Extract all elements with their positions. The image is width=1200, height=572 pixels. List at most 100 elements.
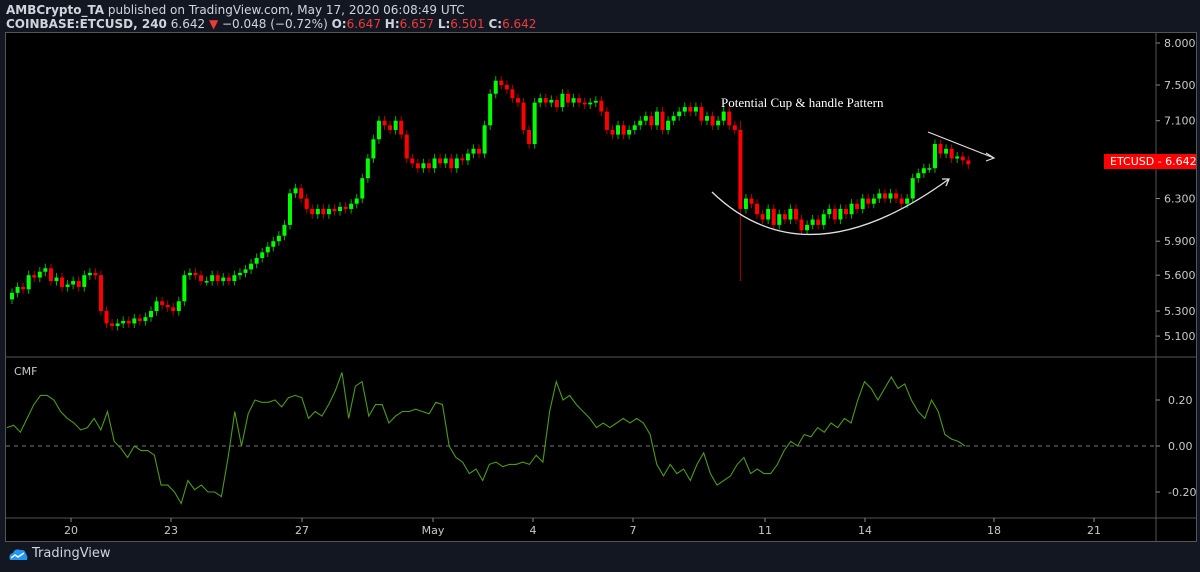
candle bbox=[560, 89, 565, 112]
candle-body bbox=[727, 111, 732, 126]
price-axis[interactable]: 8.000 7.500 7.100 6.300 5.900 5.600 5.300 5.100 bbox=[1156, 37, 1196, 343]
candle-body bbox=[288, 193, 292, 225]
candle bbox=[738, 120, 743, 282]
candle-body bbox=[549, 99, 554, 103]
candle-body bbox=[48, 268, 53, 282]
price-tick-label: 5.900 bbox=[1164, 235, 1196, 248]
time-tick-label: 18 bbox=[987, 524, 1001, 537]
author-name[interactable]: AMBCrypto_TA bbox=[6, 3, 105, 17]
arrow-head-icon bbox=[985, 152, 996, 162]
cup-arrow[interactable] bbox=[711, 178, 950, 236]
candle bbox=[137, 313, 142, 326]
candle-body bbox=[699, 107, 704, 121]
candle-body bbox=[171, 307, 176, 312]
candle bbox=[788, 204, 793, 225]
candle-body bbox=[427, 163, 431, 169]
candle bbox=[871, 193, 876, 209]
candle-body bbox=[360, 178, 365, 199]
candle bbox=[276, 231, 281, 246]
pattern-annotation[interactable]: Potential Cup & handle Pattern bbox=[721, 95, 884, 110]
candle-body bbox=[927, 168, 932, 170]
candle bbox=[649, 111, 654, 130]
candle-body bbox=[143, 317, 148, 321]
candle bbox=[410, 153, 415, 168]
candle bbox=[571, 93, 576, 108]
handle-arrow[interactable] bbox=[927, 131, 995, 159]
candle bbox=[210, 270, 215, 286]
candle bbox=[593, 96, 598, 108]
candle bbox=[944, 144, 949, 159]
candle-body bbox=[299, 188, 304, 199]
candle bbox=[76, 276, 81, 292]
candle-body bbox=[176, 301, 181, 312]
candle bbox=[766, 204, 771, 225]
candle-body bbox=[743, 198, 748, 209]
candle bbox=[271, 236, 276, 252]
candle-body bbox=[732, 125, 737, 130]
candle bbox=[938, 139, 943, 159]
candle bbox=[182, 270, 187, 306]
candle bbox=[343, 202, 348, 214]
candle-body bbox=[421, 163, 426, 169]
candle-body bbox=[560, 93, 565, 108]
triangle-down-icon: ▼ bbox=[208, 17, 219, 31]
candle-body bbox=[199, 275, 204, 282]
candle-body bbox=[582, 102, 587, 105]
candle-body bbox=[110, 323, 115, 326]
candle-body bbox=[310, 208, 315, 215]
candle bbox=[204, 276, 209, 286]
candle bbox=[504, 80, 509, 94]
candle-body bbox=[137, 318, 142, 321]
candle bbox=[154, 296, 159, 316]
candle-body bbox=[821, 214, 826, 225]
candle bbox=[532, 98, 537, 149]
price-tick-label: 7.500 bbox=[1164, 79, 1196, 92]
cmf-line bbox=[6, 372, 966, 505]
candle bbox=[465, 149, 470, 165]
candle bbox=[566, 89, 570, 108]
time-axis[interactable]: 20 23 27 May 4 7 11 14 18 21 bbox=[64, 518, 1101, 537]
candle bbox=[782, 209, 787, 225]
candle-body bbox=[326, 208, 331, 215]
candle bbox=[349, 199, 354, 214]
candle-body bbox=[115, 323, 120, 326]
candle-body bbox=[388, 125, 393, 130]
candle bbox=[438, 153, 443, 168]
candle-body bbox=[160, 301, 165, 305]
candle bbox=[254, 253, 259, 269]
candle-body bbox=[265, 246, 270, 253]
candle bbox=[882, 188, 887, 204]
candle-body bbox=[782, 214, 787, 220]
candle-body bbox=[132, 318, 137, 324]
tradingview-cloud-icon bbox=[9, 548, 28, 560]
brand-name[interactable]: TradingView bbox=[32, 546, 111, 561]
candle bbox=[966, 155, 971, 169]
candle-body bbox=[604, 111, 609, 130]
candle bbox=[660, 107, 665, 135]
candle-body bbox=[571, 98, 576, 103]
candles-layer bbox=[10, 76, 971, 331]
candle-body bbox=[894, 193, 899, 199]
candle-body bbox=[654, 111, 659, 126]
chart-area[interactable]: 8.000 7.500 7.100 6.300 5.900 5.600 5.300 5.100… bbox=[5, 32, 1197, 542]
candle-body bbox=[87, 272, 92, 276]
symbol-label: COINBASE:ETCUSD, 240 bbox=[6, 17, 167, 31]
candle bbox=[693, 102, 698, 117]
candle bbox=[549, 95, 554, 108]
candle bbox=[215, 270, 220, 286]
candle-body bbox=[649, 116, 654, 126]
time-tick-label: May bbox=[422, 524, 445, 537]
candle-body bbox=[226, 277, 231, 282]
candle-body bbox=[793, 208, 798, 220]
chart-canvas[interactable]: 8.000 7.500 7.100 6.300 5.900 5.600 5.300 5.100… bbox=[6, 33, 1196, 541]
candle bbox=[538, 93, 543, 108]
candle bbox=[288, 188, 292, 230]
candle bbox=[477, 144, 482, 159]
candle bbox=[643, 111, 648, 126]
candle-body bbox=[510, 89, 515, 99]
candle bbox=[404, 130, 409, 164]
candle-body bbox=[438, 158, 443, 164]
candle bbox=[832, 204, 837, 225]
candle bbox=[888, 188, 893, 204]
candle-body bbox=[187, 272, 192, 276]
